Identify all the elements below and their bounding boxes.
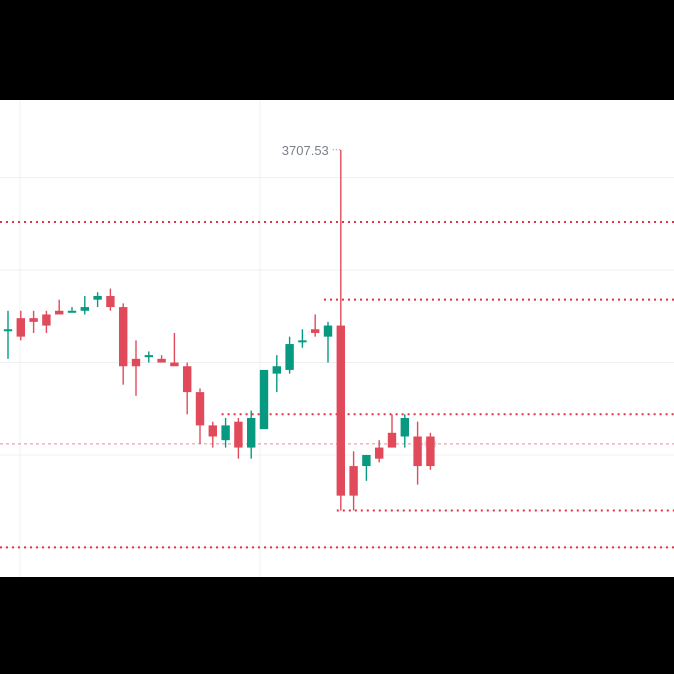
candle	[3, 310, 13, 359]
candle-body	[3, 329, 13, 332]
candlestick-chart[interactable]: 3707.53	[0, 100, 674, 577]
candle	[259, 369, 269, 430]
candle-body	[144, 355, 153, 358]
candle-body	[157, 358, 166, 363]
candle	[221, 418, 230, 448]
candle	[362, 454, 371, 481]
candle-body	[119, 307, 128, 367]
chart-panel[interactable]: 3707.53	[0, 100, 674, 577]
candle	[42, 310, 51, 333]
candle-body	[259, 369, 269, 430]
candle	[157, 355, 166, 363]
candle	[426, 432, 435, 470]
candle-body	[362, 454, 371, 467]
candle-body	[311, 329, 320, 333]
candle-body	[285, 344, 294, 370]
candle-body	[67, 310, 77, 313]
candle	[247, 410, 256, 459]
candle	[400, 414, 409, 448]
candle-body	[400, 418, 409, 437]
candle-body	[131, 358, 141, 367]
candle	[80, 295, 89, 315]
candle-body	[183, 366, 192, 393]
candle	[208, 421, 217, 448]
candle-body	[221, 425, 230, 441]
high-label-leader	[332, 149, 342, 152]
candle-body	[413, 436, 422, 467]
candle-body	[426, 436, 435, 467]
candle	[234, 418, 243, 459]
candle-body	[234, 421, 243, 448]
candle	[387, 414, 397, 448]
candle	[131, 340, 141, 396]
candle-body	[16, 318, 25, 337]
candle-body	[336, 325, 345, 496]
candle	[106, 288, 115, 311]
candle	[144, 351, 153, 363]
candle	[298, 329, 307, 348]
candle	[272, 355, 281, 393]
candle	[195, 388, 205, 444]
candle	[311, 314, 320, 337]
candle	[349, 451, 358, 511]
candle	[413, 421, 422, 485]
candle-body	[29, 318, 38, 322]
live-price-dot	[424, 437, 437, 450]
candle	[55, 299, 64, 315]
candle-body	[170, 362, 179, 367]
candle-body	[247, 418, 256, 448]
candle-body	[272, 366, 281, 374]
candle-body	[298, 340, 307, 343]
candle	[16, 310, 25, 341]
candle-body	[55, 310, 64, 315]
candle	[29, 310, 38, 333]
candle	[93, 292, 102, 308]
candle-body	[387, 432, 397, 448]
annotations: 3707.53	[282, 143, 342, 158]
candle	[183, 362, 192, 415]
candle	[170, 332, 179, 367]
candle-body	[80, 307, 89, 311]
candle	[285, 336, 294, 374]
candle	[67, 307, 77, 313]
candle-body	[106, 295, 115, 308]
candle-body	[323, 325, 333, 337]
candle	[323, 321, 333, 363]
candle	[375, 440, 384, 463]
candle-body	[375, 447, 384, 459]
candle-body	[195, 392, 205, 426]
candles	[3, 149, 437, 511]
high-price-label: 3707.53	[282, 143, 329, 158]
candle	[336, 149, 345, 511]
candle-body	[208, 425, 217, 437]
candle-body	[93, 295, 102, 300]
candle	[119, 303, 128, 385]
candle-body	[42, 314, 51, 326]
candle-body	[349, 466, 358, 496]
